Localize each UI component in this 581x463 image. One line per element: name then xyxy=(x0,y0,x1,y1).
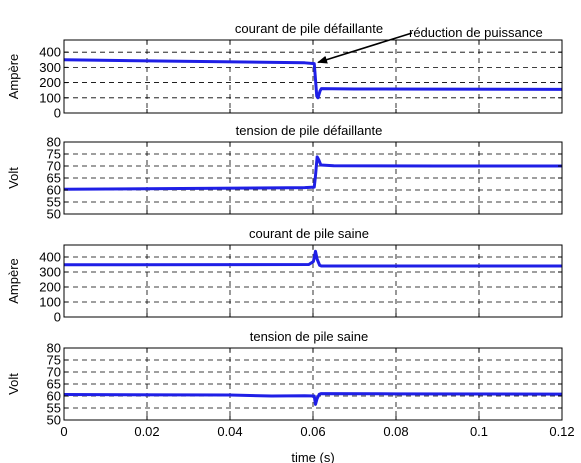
y-tick-label: 100 xyxy=(39,295,61,310)
subplot-title: tension de pile défaillante xyxy=(236,123,383,138)
subplot-3: 0100200300400 courant de pile saine Ampère xyxy=(6,226,562,325)
x-tick-label: 0.04 xyxy=(217,424,242,439)
y-tick-label: 200 xyxy=(39,280,61,295)
y-tick-label: 300 xyxy=(39,265,61,280)
subplot-title: tension de pile saine xyxy=(250,329,369,344)
x-tick-label: 0.12 xyxy=(549,424,574,439)
x-tick-label: 0.06 xyxy=(300,424,325,439)
x-tick-label: 0 xyxy=(60,424,67,439)
y-tick-label: 200 xyxy=(39,75,61,90)
y-axis-label: Volt xyxy=(6,373,21,395)
y-tick-label: 0 xyxy=(54,310,61,325)
y-tick-label: 400 xyxy=(39,45,61,60)
subplot-title: courant de pile saine xyxy=(249,226,369,241)
y-tick-label: 0 xyxy=(54,106,61,121)
y-tick-label: 80 xyxy=(47,341,61,356)
y-tick-label: 100 xyxy=(39,90,61,105)
y-tick-label: 300 xyxy=(39,60,61,75)
x-tick-label: 0.02 xyxy=(134,424,159,439)
x-axis-label: time (s) xyxy=(291,450,334,463)
subplot-4: 5055606570758000.020.040.060.080.10.12te… xyxy=(6,329,575,439)
annotation-label: réduction de puissance xyxy=(409,25,543,40)
subplot-title: courant de pile défaillante xyxy=(235,21,383,36)
y-axis-label: Volt xyxy=(6,167,21,189)
y-tick-label: 400 xyxy=(39,250,61,265)
y-tick-label: 80 xyxy=(47,135,61,150)
x-tick-label: 0.08 xyxy=(383,424,408,439)
x-tick-label: 0.1 xyxy=(470,424,488,439)
y-axis-label: Ampère xyxy=(6,54,21,100)
subplot-1: 0100200300400 courant de pile défaillante… xyxy=(6,21,562,121)
subplot-2: 50556065707580tension de pile défaillant… xyxy=(6,123,562,222)
y-axis-label: Ampère xyxy=(6,258,21,304)
